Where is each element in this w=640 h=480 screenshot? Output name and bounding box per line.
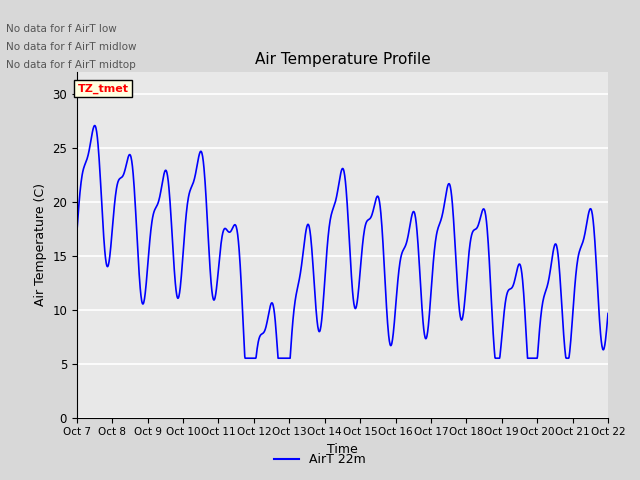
Text: No data for f AirT low: No data for f AirT low (6, 24, 117, 34)
Text: No data for f AirT midtop: No data for f AirT midtop (6, 60, 136, 71)
Text: TZ_tmet: TZ_tmet (77, 84, 129, 94)
Y-axis label: Air Temperature (C): Air Temperature (C) (34, 183, 47, 306)
X-axis label: Time: Time (327, 443, 358, 456)
Text: No data for f AirT midlow: No data for f AirT midlow (6, 42, 137, 52)
Legend: AirT 22m: AirT 22m (269, 448, 371, 471)
Title: Air Temperature Profile: Air Temperature Profile (255, 52, 430, 67)
